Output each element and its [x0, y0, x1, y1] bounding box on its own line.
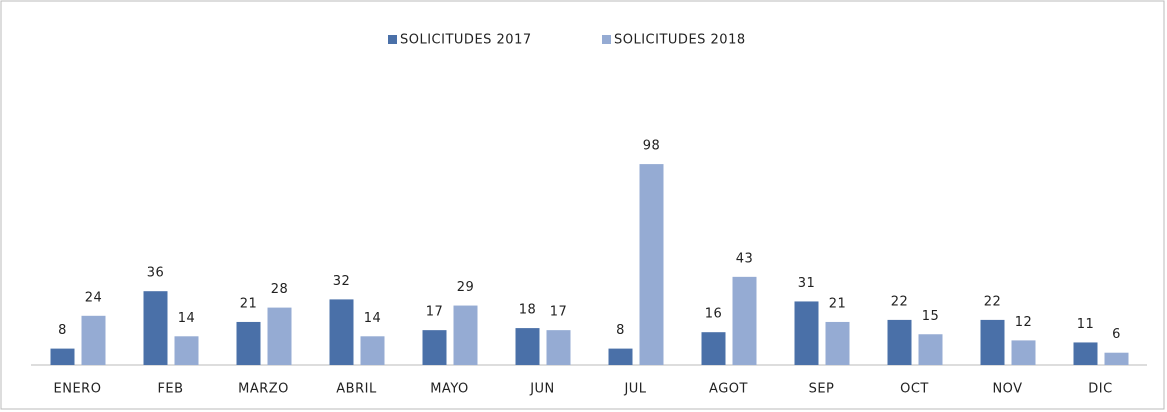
x-tick-label: FEB — [157, 382, 183, 397]
bar — [50, 348, 75, 365]
bar — [143, 291, 168, 365]
data-label: 22 — [891, 294, 909, 309]
data-label: 17 — [550, 305, 568, 320]
data-label: 36 — [147, 266, 165, 281]
data-label: 98 — [643, 139, 661, 154]
bar — [329, 299, 354, 365]
bar — [1104, 352, 1129, 365]
bar — [918, 334, 943, 365]
x-tick-label: SEP — [809, 382, 835, 397]
x-tick-label: ENERO — [54, 382, 102, 397]
bar — [639, 164, 664, 365]
bar — [81, 315, 106, 365]
data-label: 8 — [616, 323, 625, 338]
data-label: 28 — [271, 282, 289, 297]
x-tick-label: JUL — [623, 382, 646, 397]
data-label: 21 — [829, 296, 847, 311]
bar — [546, 330, 571, 365]
data-label: 15 — [922, 309, 940, 324]
data-label: 8 — [58, 323, 67, 338]
bar — [794, 301, 819, 365]
data-label: 17 — [426, 305, 444, 320]
bar — [422, 330, 447, 365]
bar — [1011, 340, 1036, 365]
legend-label: SOLICITUDES 2018 — [614, 33, 746, 48]
bar — [1073, 342, 1098, 365]
data-label: 14 — [178, 311, 196, 326]
bar — [174, 336, 199, 365]
bar — [267, 307, 292, 365]
data-label: 24 — [85, 290, 103, 305]
x-tick-label: DIC — [1088, 382, 1112, 397]
data-label: 43 — [736, 251, 754, 266]
data-label: 31 — [798, 276, 816, 291]
legend-swatch — [388, 35, 397, 44]
bar — [360, 336, 385, 365]
bar — [608, 348, 633, 365]
legend-label: SOLICITUDES 2017 — [400, 33, 532, 48]
bar — [453, 305, 478, 365]
data-label: 16 — [705, 307, 723, 322]
data-label: 29 — [457, 280, 475, 295]
bar — [825, 321, 850, 365]
data-label: 6 — [1112, 327, 1121, 342]
x-tick-label: MARZO — [238, 382, 289, 397]
x-tick-label: JUN — [529, 382, 555, 397]
data-label: 12 — [1015, 315, 1033, 330]
x-tick-label: OCT — [900, 382, 929, 397]
x-tick-label: AGOT — [709, 382, 748, 397]
bar — [980, 319, 1005, 365]
data-label: 14 — [364, 311, 382, 326]
bar — [515, 328, 540, 365]
data-label: 18 — [519, 303, 537, 318]
data-label: 21 — [240, 296, 258, 311]
legend-swatch — [602, 35, 611, 44]
data-label: 32 — [333, 274, 351, 289]
x-tick-label: MAYO — [430, 382, 469, 397]
bar — [236, 321, 261, 365]
bar — [732, 276, 757, 365]
data-label: 11 — [1077, 317, 1095, 332]
bar — [701, 332, 726, 365]
x-tick-label: NOV — [992, 382, 1022, 397]
bar — [887, 319, 912, 365]
x-tick-label: ABRIL — [336, 382, 377, 397]
data-label: 22 — [984, 294, 1002, 309]
